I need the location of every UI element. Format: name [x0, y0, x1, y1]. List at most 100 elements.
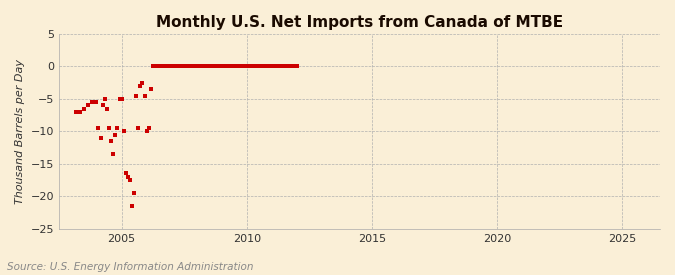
Point — [133, 126, 144, 130]
Point — [218, 64, 229, 68]
Point — [174, 64, 185, 68]
Point — [191, 64, 202, 68]
Point — [162, 64, 173, 68]
Point — [116, 97, 127, 101]
Point — [114, 97, 125, 101]
Point — [292, 64, 302, 68]
Point — [233, 64, 244, 68]
Point — [237, 64, 248, 68]
Point — [102, 106, 113, 111]
Point — [93, 126, 104, 130]
Point — [285, 64, 296, 68]
Point — [173, 64, 184, 68]
Text: Source: U.S. Energy Information Administration: Source: U.S. Energy Information Administ… — [7, 262, 253, 272]
Point — [242, 64, 252, 68]
Point — [225, 64, 236, 68]
Point — [120, 171, 131, 176]
Point — [260, 64, 271, 68]
Point — [212, 64, 223, 68]
Point — [244, 64, 254, 68]
Point — [221, 64, 232, 68]
Point — [235, 64, 246, 68]
Point — [246, 64, 256, 68]
Point — [118, 129, 129, 133]
Point — [129, 191, 140, 195]
Point — [210, 64, 221, 68]
Point — [156, 64, 167, 68]
Point — [229, 64, 240, 68]
Point — [95, 136, 106, 140]
Point — [166, 64, 177, 68]
Point — [200, 64, 211, 68]
Point — [248, 64, 259, 68]
Point — [187, 64, 198, 68]
Point — [139, 94, 150, 98]
Point — [223, 64, 234, 68]
Point — [193, 64, 204, 68]
Point — [267, 64, 277, 68]
Point — [145, 87, 156, 91]
Point — [189, 64, 200, 68]
Point — [91, 100, 102, 104]
Point — [181, 64, 192, 68]
Point — [256, 64, 267, 68]
Y-axis label: Thousand Barrels per Day: Thousand Barrels per Day — [15, 59, 25, 204]
Point — [83, 103, 94, 108]
Point — [158, 64, 169, 68]
Point — [124, 178, 135, 182]
Point — [70, 110, 81, 114]
Point — [149, 64, 160, 68]
Point — [284, 64, 294, 68]
Point — [87, 100, 98, 104]
Point — [97, 103, 108, 108]
Point — [147, 64, 158, 68]
Point — [208, 64, 219, 68]
Point — [185, 64, 196, 68]
Point — [131, 94, 142, 98]
Point — [273, 64, 284, 68]
Point — [265, 64, 275, 68]
Point — [262, 64, 273, 68]
Point — [231, 64, 242, 68]
Point — [108, 152, 119, 156]
Point — [99, 97, 110, 101]
Point — [281, 64, 292, 68]
Point — [179, 64, 190, 68]
Point — [154, 64, 165, 68]
Point — [168, 64, 179, 68]
Point — [137, 80, 148, 85]
Point — [198, 64, 209, 68]
Point — [183, 64, 194, 68]
Point — [78, 106, 89, 111]
Point — [216, 64, 227, 68]
Point — [141, 129, 152, 133]
Point — [250, 64, 261, 68]
Point — [110, 132, 121, 137]
Point — [143, 126, 154, 130]
Point — [105, 139, 116, 143]
Point — [206, 64, 217, 68]
Title: Monthly U.S. Net Imports from Canada of MTBE: Monthly U.S. Net Imports from Canada of … — [156, 15, 563, 30]
Point — [196, 64, 207, 68]
Point — [287, 64, 298, 68]
Point — [269, 64, 279, 68]
Point — [240, 64, 250, 68]
Point — [112, 126, 123, 130]
Point — [202, 64, 213, 68]
Point — [164, 64, 175, 68]
Point — [275, 64, 286, 68]
Point — [227, 64, 238, 68]
Point — [103, 126, 114, 130]
Point — [135, 84, 146, 88]
Point — [279, 64, 290, 68]
Point — [171, 64, 182, 68]
Point — [290, 64, 300, 68]
Point — [258, 64, 269, 68]
Point — [122, 175, 133, 179]
Point — [252, 64, 263, 68]
Point — [214, 64, 225, 68]
Point — [127, 204, 138, 208]
Point — [152, 64, 163, 68]
Point — [204, 64, 215, 68]
Point — [277, 64, 288, 68]
